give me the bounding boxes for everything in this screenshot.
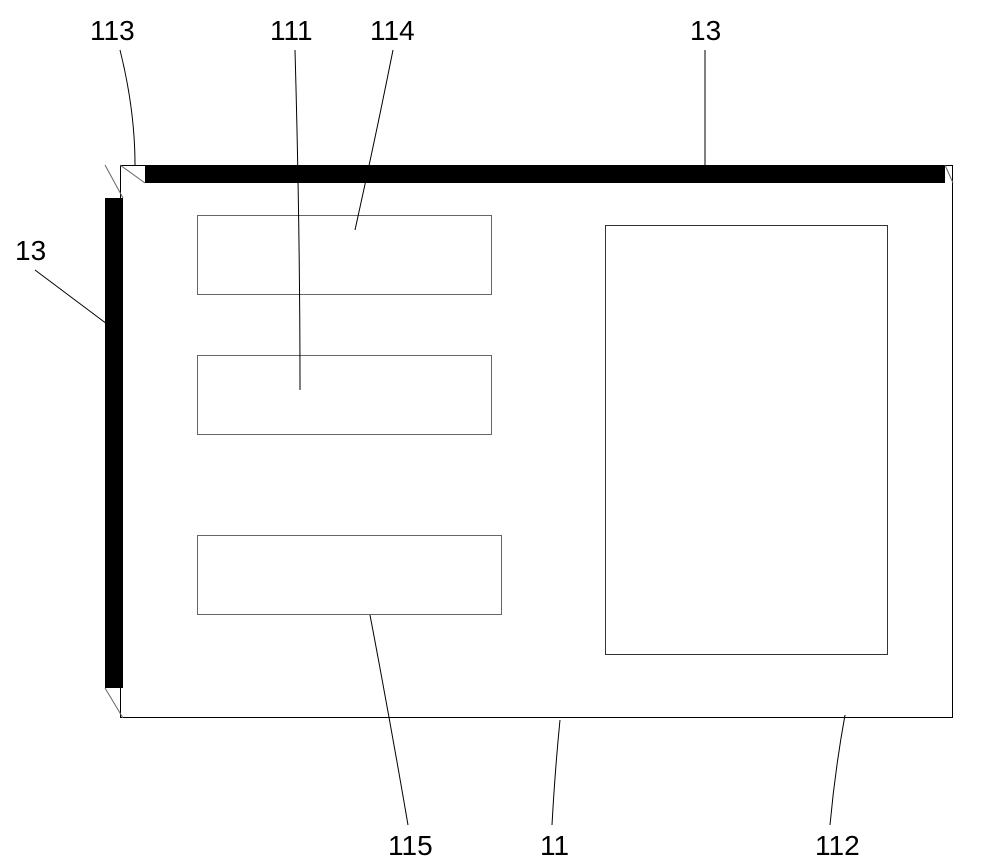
label-112: 112 [815, 830, 860, 862]
leader-112 [830, 715, 845, 825]
inner-rect-114 [197, 215, 492, 295]
label-113: 113 [90, 15, 135, 47]
leader-13b [35, 270, 115, 330]
inner-rect-111 [197, 355, 492, 435]
left-black-bar-13 [105, 198, 123, 688]
top-black-bar-13 [145, 165, 945, 183]
label-114: 114 [370, 15, 415, 47]
leader-113 [120, 50, 135, 165]
inner-rect-112 [605, 225, 888, 655]
diagram-stage: 113 111 114 13 13 115 11 112 [0, 0, 1000, 867]
leader-11 [552, 720, 560, 825]
label-115: 115 [388, 830, 433, 862]
label-11: 11 [540, 830, 569, 862]
inner-rect-115 [197, 535, 502, 615]
label-111: 111 [270, 15, 313, 47]
label-13-left: 13 [15, 235, 46, 267]
label-13-top: 13 [690, 15, 721, 47]
